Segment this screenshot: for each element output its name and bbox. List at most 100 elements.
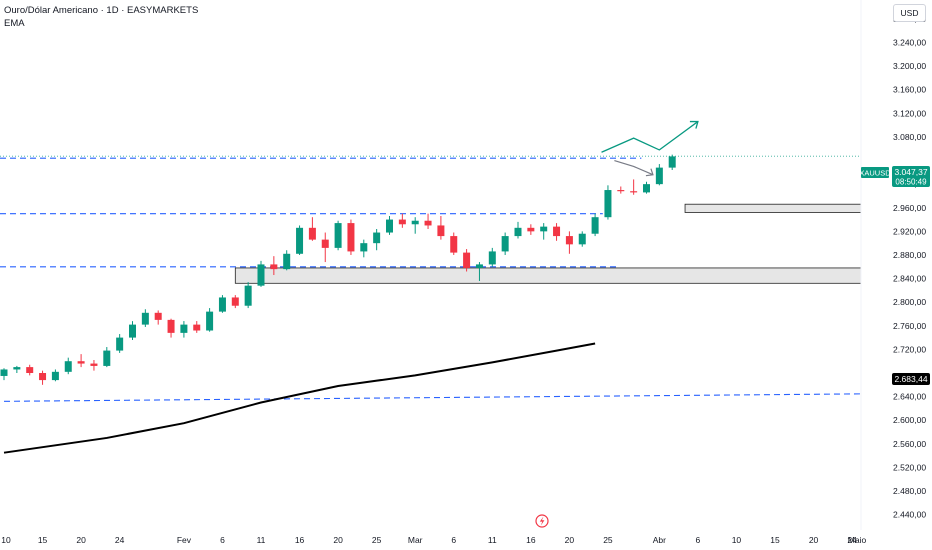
x-tick-label: 24 [115, 535, 125, 545]
candle-body [334, 223, 342, 248]
candle-44 [565, 231, 573, 254]
candle-36 [463, 249, 471, 272]
candle-30 [386, 216, 393, 235]
candle-32 [411, 217, 419, 234]
y-tick-label: 2.840,00 [893, 274, 926, 284]
candle-45 [578, 231, 586, 247]
candle-43 [553, 223, 561, 241]
candle-6 [77, 354, 85, 368]
candle-body [39, 373, 47, 381]
ema-path [3, 342, 596, 454]
candle-24 [308, 217, 316, 241]
candle-body [141, 312, 149, 325]
candle-26 [334, 220, 342, 251]
candle-3 [39, 370, 47, 385]
x-tick-label: 24 [847, 535, 857, 545]
candle-body [77, 361, 85, 364]
candle-body [540, 226, 548, 232]
x-tick-label: 11 [257, 535, 266, 545]
candle-35 [450, 232, 458, 255]
candle-body [514, 227, 522, 237]
candle-21 [270, 256, 278, 276]
candle-18 [231, 295, 239, 309]
x-tick-label: 15 [770, 535, 780, 545]
y-tick-label: 3.080,00 [893, 132, 926, 142]
y-tick-label: 2.720,00 [893, 344, 926, 354]
candle-body [13, 367, 21, 370]
event-marker[interactable] [535, 514, 549, 528]
candle-body [553, 226, 561, 237]
candle-23 [296, 225, 304, 255]
candle-body [51, 371, 59, 381]
candle-29 [373, 228, 381, 251]
ema-price-tag: 2.683,44 [892, 373, 930, 385]
candle-body [103, 350, 111, 366]
y-tick-label: 2.920,00 [893, 226, 926, 236]
candle-9 [116, 334, 124, 353]
candle-19 [244, 282, 252, 309]
candle-body [90, 363, 98, 366]
candle-25 [321, 232, 329, 263]
x-tick-label: 6 [696, 535, 701, 545]
candle-40 [514, 221, 522, 239]
candle-body [386, 219, 393, 233]
candle-body [129, 324, 136, 338]
ema-value: 2.683,44 [894, 374, 927, 384]
y-tick-label: 3.120,00 [893, 108, 926, 118]
candle-body [373, 232, 381, 244]
candle-38 [488, 247, 496, 267]
y-tick-label: 2.760,00 [893, 321, 926, 331]
candle-body [450, 236, 458, 253]
candle-body [321, 239, 329, 248]
candle-body [26, 367, 34, 374]
candle-body [578, 233, 586, 245]
candle-15 [193, 321, 201, 333]
lightning-icon [539, 516, 545, 526]
candle-body [64, 361, 72, 372]
candle-body [257, 264, 265, 286]
candle-body [347, 223, 355, 252]
x-tick-label: 11 [488, 535, 497, 545]
x-tick-label: 6 [220, 535, 225, 545]
candle-body [167, 319, 175, 333]
chart-title: Ouro/Dólar Americano · 1D · EASYMARKETS [4, 5, 199, 16]
price-axis[interactable]: 3.280,003.240,003.200,003.160,003.120,00… [893, 14, 926, 520]
candle-body [180, 324, 188, 333]
candle-body [617, 190, 625, 192]
projection-down-path [614, 159, 654, 176]
y-tick-label: 3.160,00 [893, 85, 926, 95]
candle-body [668, 156, 676, 168]
candle-11 [141, 309, 149, 327]
candle-16 [206, 308, 214, 332]
time-axis[interactable]: 10 15 20 24 Fev 6 11 16 20 25 Mar 6 11 16 20 25 Abr 6 10 15… [1, 535, 866, 545]
candle-body [424, 220, 432, 226]
candle-37 [475, 262, 483, 281]
currency-button[interactable]: USD [893, 4, 926, 22]
zone-1 [234, 267, 862, 284]
candle-body [488, 251, 496, 265]
candle-body [0, 369, 8, 376]
candle-body [244, 285, 252, 306]
x-tick-label: Fev [177, 535, 192, 545]
candle-body [475, 264, 483, 268]
candle-49 [630, 179, 638, 195]
indicator-label[interactable]: EMA [4, 18, 25, 29]
candle-body [591, 217, 599, 234]
candle-47 [604, 185, 612, 220]
x-tick-label: 20 [809, 535, 819, 545]
candle-52 [668, 154, 676, 170]
candle-body [360, 243, 368, 252]
candle-body [218, 297, 226, 312]
x-tick-label: 25 [603, 535, 613, 545]
y-tick-label: 2.520,00 [893, 462, 926, 472]
y-tick-label: 2.440,00 [893, 510, 926, 520]
candle-33 [424, 213, 432, 229]
candle-2 [26, 364, 34, 376]
x-tick-label: Abr [653, 535, 666, 545]
candle-5 [64, 357, 72, 375]
zone-0 [684, 203, 862, 213]
candle-48 [617, 186, 625, 194]
supply-demand-zones [234, 203, 862, 284]
horizontal-levels [0, 155, 861, 268]
